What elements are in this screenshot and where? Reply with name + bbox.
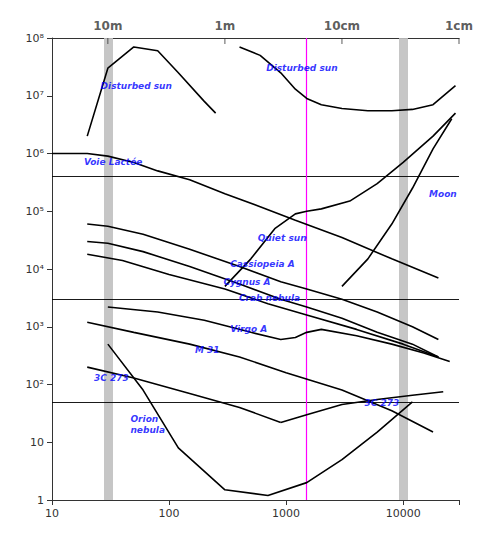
svg-text:100: 100 [159,507,180,520]
svg-text:10: 10 [30,436,44,449]
svg-text:10m: 10m [93,19,122,33]
svg-text:1000: 1000 [272,507,300,520]
svg-text:Disturbed sun: Disturbed sun [266,63,337,73]
svg-text:1: 1 [37,494,44,507]
svg-text:10cm: 10cm [324,19,360,33]
svg-text:nebula: nebula [130,425,165,435]
svg-text:10²: 10² [26,378,44,391]
svg-text:3C 273: 3C 273 [94,373,129,383]
svg-text:M 31: M 31 [195,345,220,355]
svg-text:10⁶: 10⁶ [26,147,45,160]
svg-text:10: 10 [45,507,59,520]
svg-text:10⁴: 10⁴ [26,263,45,276]
svg-text:1cm: 1cm [445,19,473,33]
svg-text:Orion: Orion [130,414,158,424]
svg-text:1m: 1m [214,19,235,33]
svg-text:10000: 10000 [386,507,421,520]
svg-text:10⁸: 10⁸ [26,32,45,45]
svg-text:Crab nebula: Crab nebula [239,293,300,303]
svg-text:Cassiopeia A: Cassiopeia A [230,259,294,269]
svg-text:Voie Lactée: Voie Lactée [84,157,142,167]
svg-text:10⁷: 10⁷ [26,89,44,102]
svg-text:Quiet sun: Quiet sun [258,233,307,243]
svg-text:10⁵: 10⁵ [26,205,44,218]
svg-text:Disturbed sun: Disturbed sun [101,81,172,91]
svg-text:Moon: Moon [429,189,457,199]
svg-text:3C 273: 3C 273 [365,398,400,408]
svg-text:10³: 10³ [26,320,44,333]
svg-text:Cygnus A: Cygnus A [223,277,270,287]
svg-text:Virgo A: Virgo A [230,324,267,334]
